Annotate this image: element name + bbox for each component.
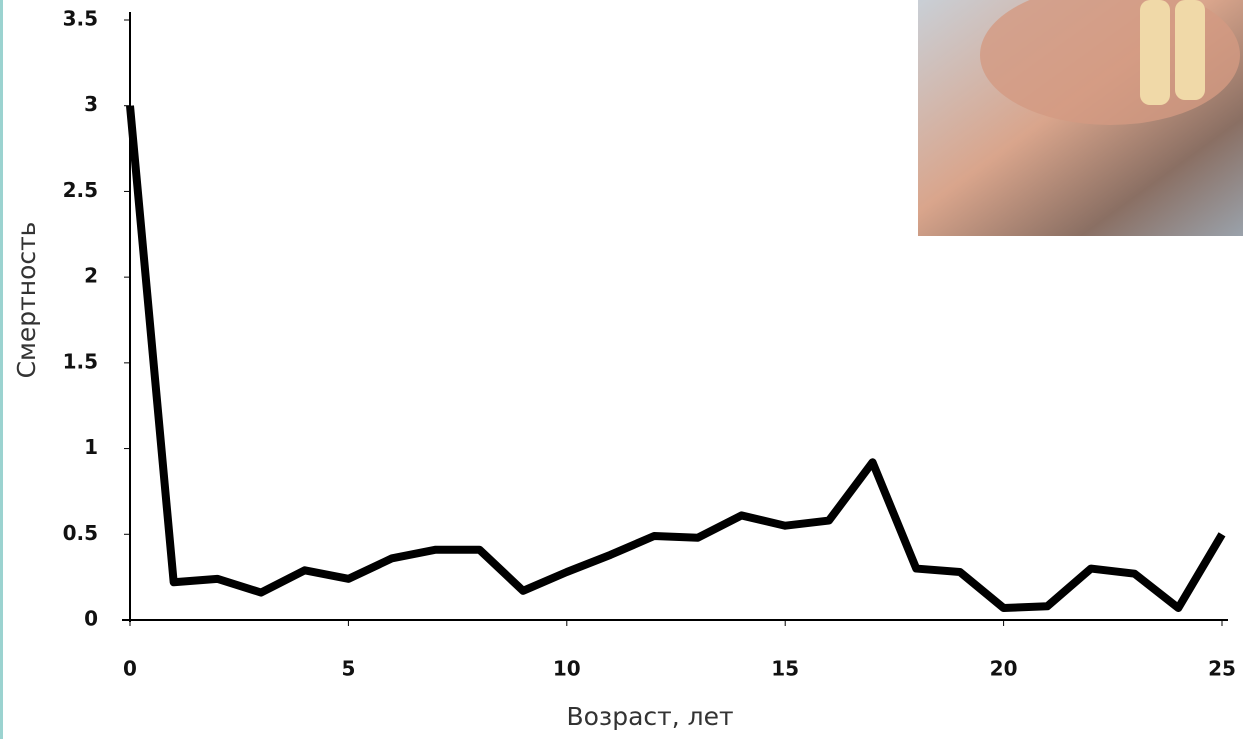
y-tick-label: 0 — [84, 607, 98, 631]
y-tick-label: 2 — [84, 264, 98, 288]
chart: Возраст, лет Смертность 0 0.5 1 1.5 2 2.5 3 3.5… — [0, 0, 1243, 739]
y-tick-label: 0.5 — [63, 521, 98, 545]
x-tick-label: 25 — [1208, 657, 1236, 681]
x-tick-label: 20 — [990, 657, 1018, 681]
photo-detail — [1140, 0, 1170, 105]
y-tick-label: 3.5 — [63, 7, 98, 31]
y-tick-label: 3 — [84, 92, 98, 116]
photo-detail — [1175, 0, 1205, 100]
x-tick-label: 10 — [553, 657, 581, 681]
edge — [0, 0, 3, 739]
page: {"chart_data": {"type": "line", "x_label… — [0, 0, 1243, 739]
y-tick-label: 1.5 — [63, 349, 98, 373]
x-tick-label: 5 — [341, 657, 355, 681]
y-axis-title: Смертность — [12, 222, 41, 379]
x-tick-label: 0 — [123, 657, 137, 681]
y-tick-label: 1 — [84, 435, 98, 459]
x-axis-title: Возраст, лет — [566, 702, 733, 731]
y-tick-label: 2.5 — [63, 178, 98, 202]
x-tick-label: 15 — [771, 657, 799, 681]
